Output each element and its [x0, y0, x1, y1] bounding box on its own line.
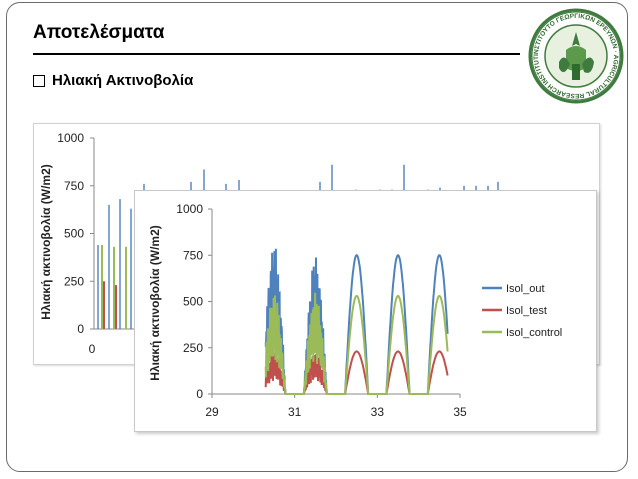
front-xtick-label: 29: [205, 405, 219, 419]
back-ytick-label: 250: [64, 274, 84, 288]
legend-label: Isol_test: [506, 305, 547, 317]
back-chart-ylabel: Ηλιακή ακτινοβολία (W/m2): [39, 164, 53, 320]
title-divider: [33, 53, 520, 55]
front-xtick-label: 31: [288, 405, 302, 419]
legend-label: Isol_control: [506, 327, 562, 339]
legend-label: Isol_out: [506, 283, 545, 295]
front-chart-ylabel: Ηλιακή ακτινοβολία (W/m2): [148, 225, 162, 381]
series-line-isol-out: [264, 248, 449, 395]
front-ytick-label: 750: [183, 248, 203, 262]
bullet-item: Ηλιακή Ακτινοβολία: [33, 72, 193, 89]
front-xtick-label: 35: [453, 405, 467, 419]
page-title: Αποτελέσματα: [33, 22, 165, 43]
front-ytick-label: 0: [196, 387, 203, 401]
back-ytick-label: 750: [64, 179, 84, 193]
front-ytick-label: 500: [183, 295, 203, 309]
checkbox-bullet-icon: [33, 74, 45, 87]
front-ytick-label: 250: [183, 341, 203, 355]
bullet-label: Ηλιακή Ακτινοβολία: [52, 72, 194, 89]
front-ytick-label: 1000: [176, 202, 203, 216]
back-ytick-label: 1000: [57, 131, 84, 145]
front-chart: Ηλιακή ακτινοβολία (W/m2) 1000 750 500 250 0…: [148, 202, 562, 419]
series-line-isol-test: [264, 350, 449, 395]
front-xtick-label: 33: [371, 405, 385, 419]
institute-logo: ΙΝΣΤΙΤΟΥΤΟ ΓΕΩΡΓΙΚΩΝ ΕΡΕΥΝΩΝ · AGRICULTU…: [526, 6, 624, 104]
front-chart-panel: Ηλιακή ακτινοβολία (W/m2) 1000 750 500 250 0…: [134, 190, 597, 432]
series-line-isol-control: [264, 292, 449, 395]
back-ytick-label: 500: [64, 227, 84, 241]
back-ytick-label: 0: [77, 322, 84, 336]
back-xtick-label: 0: [89, 342, 96, 356]
